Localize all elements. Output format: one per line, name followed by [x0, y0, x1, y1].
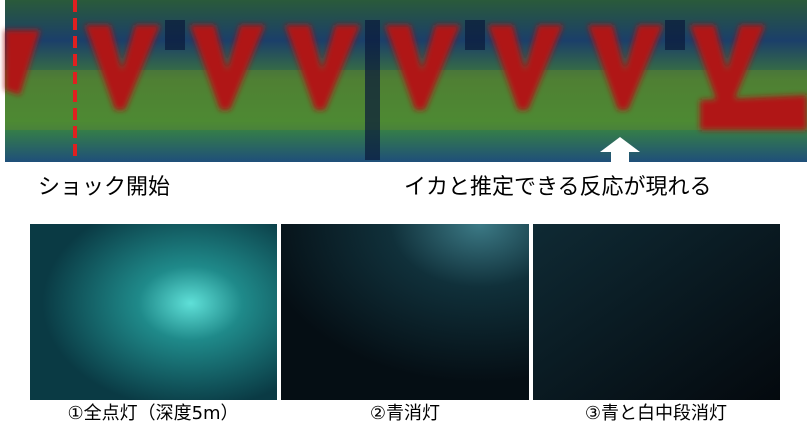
figure: ショック開始 イカと推定できる反応が現れる ①全点灯（深度5m） ②青消灯 ③青…: [0, 0, 807, 428]
annotation: イカと推定できる反応が現れる: [404, 175, 712, 200]
page: ショック開始 イカと推定できる反応が現れる ①全点灯（深度5m） ②青消灯 ③青…: [0, 0, 807, 428]
photo: [30, 224, 277, 400]
annotation: ショック開始: [38, 175, 170, 200]
photo: [533, 224, 780, 400]
photo-caption: ③青と白中段消灯: [585, 403, 727, 424]
photo-caption: ①全点灯（深度5m）: [67, 403, 238, 424]
photo-caption: ②青消灯: [370, 403, 440, 424]
photo: [281, 224, 529, 400]
sonar-image: [5, 0, 807, 165]
